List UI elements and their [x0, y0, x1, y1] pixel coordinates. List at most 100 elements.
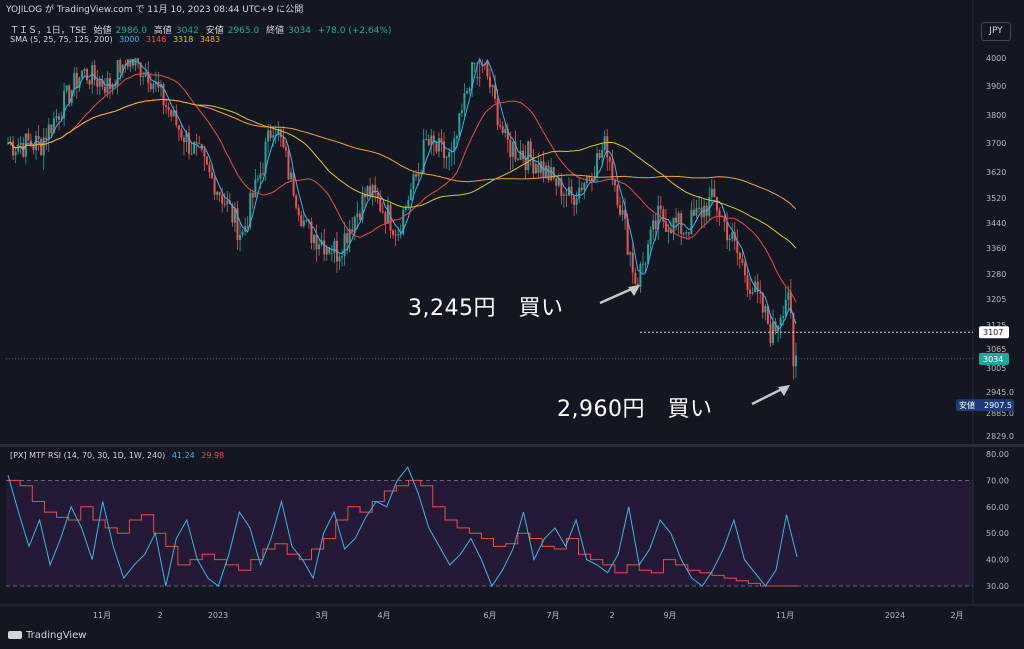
x-tick-label: 2月 — [950, 611, 963, 620]
candle-body — [341, 256, 344, 258]
y-tick-label: 4000 — [986, 54, 1006, 63]
candle-body — [458, 113, 461, 137]
brand-label: TradingView — [26, 630, 87, 641]
candle-body — [624, 210, 627, 219]
currency-button[interactable]: JPY — [981, 22, 1011, 41]
candle-body — [499, 125, 502, 127]
x-tick-label: 11月 — [93, 611, 111, 620]
candle-body — [713, 188, 716, 198]
candle-body — [440, 138, 443, 142]
candle-body — [514, 141, 517, 160]
candle-body — [652, 220, 655, 230]
candle-body — [65, 85, 68, 91]
candle-body — [165, 105, 168, 107]
candle-body — [509, 139, 512, 157]
candle-body — [386, 204, 389, 224]
candle-body — [231, 204, 234, 223]
x-tick-label: 9月 — [663, 611, 676, 620]
last-price-tag — [979, 352, 1009, 365]
candle-body — [213, 177, 216, 195]
rsi-weekly-line — [8, 479, 798, 587]
candle-body — [718, 210, 721, 217]
candle-body — [784, 299, 787, 317]
candle-body — [588, 177, 591, 179]
candle-body — [534, 163, 537, 174]
candle-body — [129, 58, 132, 67]
rsi-y-tick-label: 40.00 — [986, 556, 1009, 565]
candle-body — [195, 142, 198, 144]
candle-body — [601, 150, 604, 158]
open-value: 2986.0 — [115, 26, 148, 36]
x-tick-label: 3月 — [315, 611, 328, 620]
candle-body — [404, 206, 407, 211]
candle-body — [506, 128, 509, 140]
candle-body — [32, 145, 35, 151]
symbol-label[interactable]: ＴＩＳ，1日，TSE — [10, 26, 87, 36]
candle-body — [573, 195, 576, 205]
rsi-y-tick-label: 30.00 — [986, 582, 1009, 591]
candle-body — [708, 196, 711, 216]
candle-body — [626, 218, 629, 255]
candle-body — [80, 70, 83, 78]
candle-body — [154, 81, 157, 85]
candle-body — [126, 59, 129, 67]
candle-body — [664, 221, 667, 232]
candle-body — [580, 187, 583, 190]
candle-body — [455, 136, 458, 139]
x-tick-label: 4月 — [377, 611, 390, 620]
candle-body — [647, 244, 650, 264]
candle-body — [468, 88, 471, 92]
candle-body — [98, 79, 101, 87]
candle-body — [409, 189, 412, 201]
last-price-value: 3034 — [983, 355, 1003, 364]
candle-body — [435, 142, 438, 152]
candle-body — [782, 316, 785, 319]
candle-body — [736, 240, 739, 253]
y-tick-label: 3620 — [986, 168, 1006, 177]
candle-body — [381, 211, 384, 213]
candle-body — [109, 78, 111, 89]
candle-body — [96, 79, 99, 87]
candle-body — [290, 172, 293, 180]
candle-body — [264, 141, 267, 174]
candle-body — [83, 69, 86, 71]
candle-body — [667, 229, 670, 232]
candle-body — [723, 216, 726, 222]
candle-body — [792, 312, 795, 367]
candle-body — [12, 141, 15, 156]
candle-body — [37, 135, 40, 140]
candle-body — [494, 85, 497, 99]
candle-body — [608, 157, 611, 162]
buy-annotation-2: 2,960円 買い — [557, 397, 713, 422]
sma5-line — [7, 57, 797, 330]
candle-body — [353, 216, 356, 233]
candle-body — [152, 84, 155, 89]
candle-body — [471, 61, 474, 89]
candle-body — [338, 256, 341, 262]
candle-body — [774, 321, 777, 332]
x-tick-label: 6月 — [483, 611, 496, 620]
candle-body — [323, 240, 326, 255]
candle-body — [188, 132, 191, 154]
sma75-value: 3318 — [172, 35, 194, 44]
low-tag-value: 2907.5 — [984, 401, 1012, 410]
candle-body — [675, 217, 678, 223]
sma-label[interactable]: SMA (5, 25, 75, 125, 200) — [10, 35, 113, 44]
candle-body — [749, 289, 752, 294]
candle-body — [371, 184, 374, 196]
rsi-label[interactable]: [PX] MTF RSI (14, 70, 30, 1D, 1W, 240) — [10, 451, 166, 460]
buy-annotation-1: 3,245円 買い — [408, 296, 564, 321]
candle-body — [430, 135, 433, 145]
candle-body — [142, 76, 145, 78]
candle-body — [55, 116, 58, 119]
tradingview-brand[interactable]: TradingView — [8, 630, 86, 641]
candle-body — [277, 128, 280, 135]
candle-body — [478, 77, 481, 79]
candle-body — [634, 272, 637, 284]
candle-body — [60, 118, 63, 120]
candle-body — [239, 235, 242, 240]
candle-body — [789, 292, 792, 313]
tradingview-logo-icon — [8, 631, 22, 639]
candle-body — [251, 192, 254, 198]
